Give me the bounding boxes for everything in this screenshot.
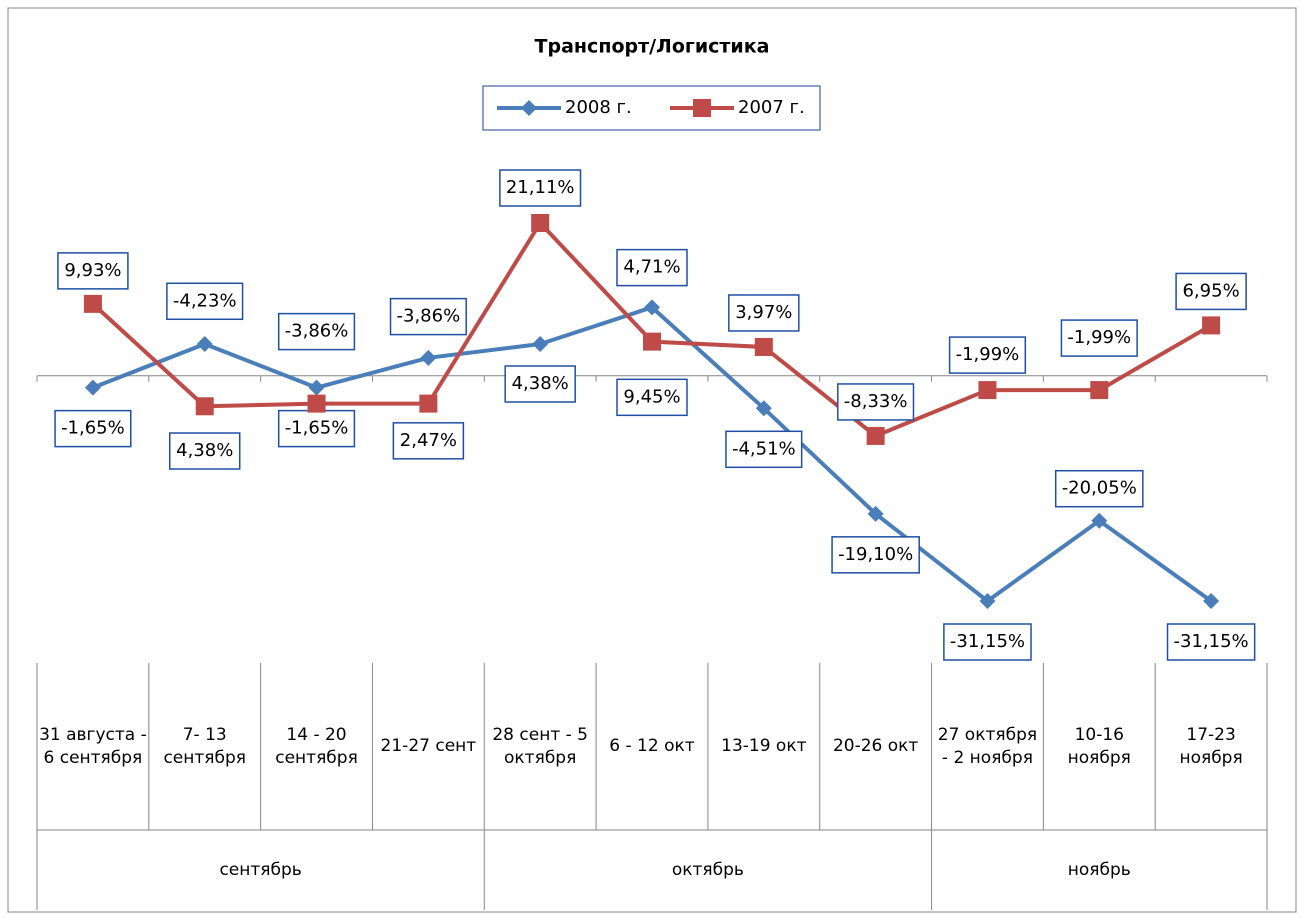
data-label-box — [504, 365, 576, 403]
point — [419, 394, 438, 413]
x-tick-label: 20-26 окт — [832, 736, 919, 757]
point — [1203, 593, 1220, 609]
x-tick-label: 21-27 сент — [380, 736, 477, 757]
data-label: -19,10% — [838, 544, 913, 565]
point — [867, 505, 884, 522]
point — [195, 397, 214, 416]
data-label-box — [1060, 319, 1138, 357]
chart-title: Транспорт/Логистика — [535, 36, 770, 58]
point — [1202, 316, 1221, 335]
group-label: сентябрь — [219, 860, 302, 880]
data-label-box — [728, 294, 800, 332]
data-label-box — [166, 282, 244, 321]
data-label-box — [57, 252, 129, 290]
data-label: -3,86% — [397, 306, 461, 327]
data-label: -31,15% — [950, 631, 1025, 652]
data-label-box — [54, 409, 132, 448]
legend-label: 2008 г. — [565, 97, 632, 118]
data-label-box — [1054, 469, 1144, 508]
data-label: 9,45% — [623, 386, 680, 407]
data-label: -4,51% — [732, 438, 796, 459]
data-label: -3,86% — [285, 321, 349, 342]
point — [83, 294, 102, 313]
data-label: 2,47% — [400, 430, 457, 451]
data-label-box — [389, 297, 467, 336]
data-label: 21,11% — [506, 177, 575, 198]
x-tick-label: 31 августа - 6 сентября — [39, 725, 147, 768]
data-label: -8,33% — [844, 391, 908, 412]
point — [644, 299, 660, 316]
data-label: 6,95% — [1182, 280, 1239, 301]
data-label: 9,93% — [64, 260, 121, 281]
data-label-box — [392, 422, 465, 460]
group-label: октябрь — [671, 860, 744, 880]
x-tick-label: 17-23 ноября — [1179, 725, 1243, 768]
point — [643, 332, 661, 351]
point — [307, 394, 326, 413]
x-tick-label: 14 - 20 сентября — [275, 725, 358, 768]
point — [196, 336, 213, 353]
data-label-box — [1175, 272, 1247, 311]
data-label-box — [837, 383, 915, 421]
data-label: -1,99% — [1067, 327, 1131, 348]
data-label-box — [831, 536, 920, 574]
data-label: 4,71% — [623, 257, 680, 278]
point — [531, 214, 550, 232]
data-label-box — [277, 312, 356, 351]
x-tick-label: 13-19 окт — [721, 736, 807, 757]
legend-label: 2007 г. — [738, 97, 805, 118]
legend-marker — [521, 100, 537, 116]
x-tick-label: 7- 13 сентября — [163, 725, 246, 768]
data-label-box — [948, 336, 1027, 374]
x-tick-label: 28 сент - 5 октября — [492, 725, 588, 768]
point — [420, 349, 437, 366]
data-label: -20,05% — [1062, 478, 1137, 499]
point — [308, 379, 325, 396]
point — [1090, 381, 1109, 400]
point — [755, 400, 772, 417]
data-label: -1,65% — [285, 418, 349, 439]
data-label-box — [616, 248, 688, 287]
data-label-box — [499, 169, 582, 207]
x-tick-label: 10-16 ноября — [1067, 725, 1131, 768]
data-label: -31,15% — [1174, 631, 1249, 652]
x-tick-label: 27 октября - 2 ноября — [937, 725, 1038, 768]
point — [84, 379, 101, 396]
data-label-box — [168, 432, 241, 470]
point — [979, 593, 996, 609]
point — [532, 336, 549, 353]
data-label: 3,97% — [735, 302, 792, 323]
data-label-box — [1166, 623, 1256, 661]
legend-marker — [693, 99, 711, 117]
data-label: -4,23% — [173, 290, 237, 311]
point — [1091, 512, 1108, 529]
data-label-box — [616, 378, 688, 417]
x-tick-label: 6 - 12 окт — [609, 736, 695, 757]
data-label-box — [943, 623, 1032, 661]
point — [754, 337, 773, 356]
data-label: 4,38% — [512, 373, 569, 394]
data-label-box — [725, 430, 803, 469]
point — [978, 381, 997, 400]
point — [866, 426, 885, 445]
data-label: -1,65% — [61, 418, 125, 439]
data-label: 4,38% — [176, 440, 233, 461]
group-label: ноябрь — [1067, 860, 1131, 880]
data-label: -1,99% — [956, 344, 1020, 365]
